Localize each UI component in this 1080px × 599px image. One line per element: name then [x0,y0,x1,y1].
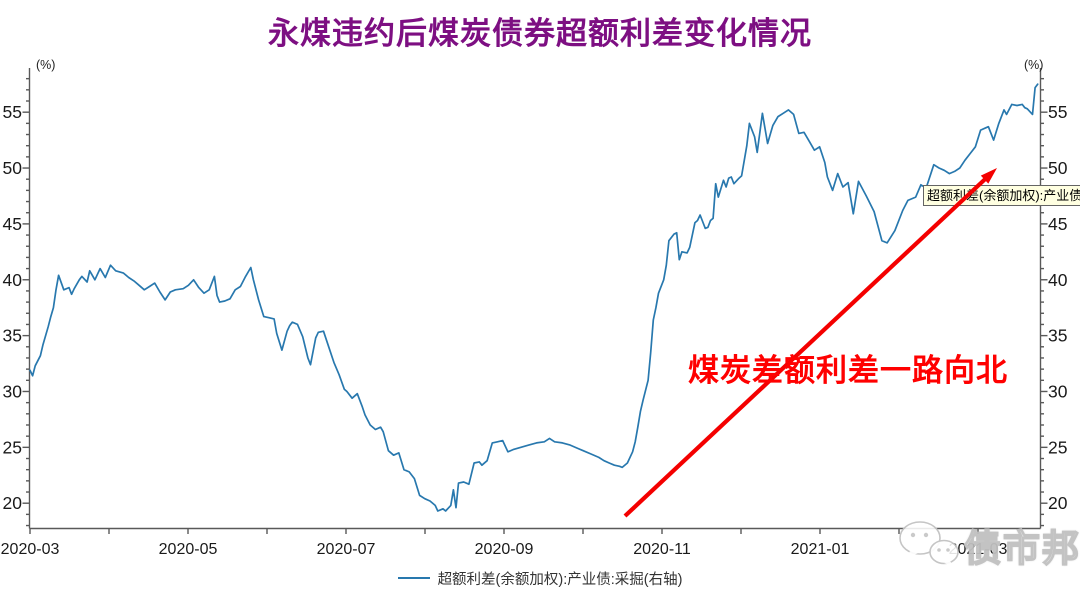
y-axis-tick-label-right: 35 [1048,326,1067,346]
x-axis-tick-label: 2020-03 [1,541,60,558]
y-axis-tick-label-left: 55 [3,102,22,122]
x-axis-tick-label: 2020-05 [159,541,218,558]
x-axis-tick-label: 2020-07 [317,541,376,558]
x-axis-tick-label: 2020-09 [475,541,534,558]
y-axis-tick-label-right: 25 [1048,437,1067,457]
y-axis-tick-label-left: 50 [3,158,23,178]
trend-annotation-text: 煤炭差额利差一路向北 [688,353,1008,388]
legend: 超额利差(余额加权):产业债:采掘(右轴) [0,567,1080,589]
y-axis-tick-label-right: 55 [1048,102,1067,122]
x-axis-tick-label: 2020-11 [633,541,691,558]
y-axis-tick-label-left: 35 [3,326,22,346]
y-axis-tick-label-left: 40 [3,270,23,290]
excess-spread-line [29,83,1039,512]
legend-series-label: 超额利差(余额加权):产业债:采掘(右轴) [437,571,683,588]
y-axis-tick-label-right: 20 [1048,493,1068,513]
page-title: 永煤违约后煤炭债券超额利差变化情况 [268,16,812,51]
y-axis-tick-label-right: 50 [1048,158,1068,178]
legend-line-marker [397,577,430,579]
y-axis-tick-label-left: 20 [3,493,23,513]
right-axis-unit-label: (%) [1024,58,1044,72]
y-axis-tick-label-right: 45 [1048,214,1067,234]
y-axis-tick-label-right: 30 [1048,381,1068,401]
x-axis-tick-label: 2021-03 [949,541,1008,558]
left-axis-unit-label: (%) [36,58,56,72]
y-axis-tick-label-left: 25 [3,437,22,457]
series-tooltip: 超额利差(余额加权):产业债 [923,185,1080,206]
x-axis-tick-label: 2021-01 [791,541,850,558]
y-axis-tick-label-right: 40 [1048,270,1068,290]
y-axis-tick-label-left: 30 [3,381,23,401]
y-axis-tick-label-left: 45 [3,214,22,234]
